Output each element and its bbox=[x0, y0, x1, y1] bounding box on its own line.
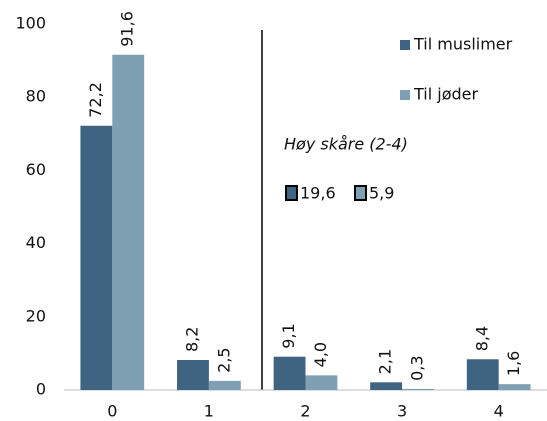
bar bbox=[208, 380, 241, 390]
x-tick-label: 0 bbox=[107, 402, 117, 421]
y-tick-label: 40 bbox=[26, 233, 46, 252]
data-label: 0,3 bbox=[408, 355, 427, 380]
summary-label: 19,6 bbox=[300, 184, 336, 203]
data-label: 91,6 bbox=[118, 11, 137, 47]
legend-label: Til muslimer bbox=[413, 35, 513, 54]
summary-swatch bbox=[354, 185, 367, 201]
data-label: 4,0 bbox=[311, 342, 330, 367]
y-tick-label: 20 bbox=[26, 306, 46, 325]
bar bbox=[498, 384, 531, 390]
x-tick-label: 1 bbox=[204, 402, 214, 421]
legend-label: Til jøder bbox=[413, 85, 478, 104]
bar bbox=[80, 125, 113, 391]
annotation: Høy skåre (2-4) bbox=[284, 135, 408, 154]
x-tick-label: 2 bbox=[300, 402, 310, 421]
bar bbox=[112, 54, 145, 391]
bar bbox=[177, 359, 209, 390]
data-label: 9,1 bbox=[279, 323, 298, 348]
y-tick-label: 100 bbox=[15, 14, 46, 33]
bar bbox=[466, 359, 499, 390]
bar bbox=[273, 356, 306, 390]
bar bbox=[305, 375, 338, 390]
y-tick-label: 80 bbox=[26, 87, 46, 106]
summary-label: 5,9 bbox=[369, 184, 394, 203]
y-tick-label: 60 bbox=[26, 160, 46, 179]
x-tick-label: 4 bbox=[494, 402, 504, 421]
data-label: 72,2 bbox=[86, 82, 105, 118]
data-label: 2,1 bbox=[376, 349, 395, 374]
x-tick-label: 3 bbox=[397, 402, 407, 421]
y-tick-label: 0 bbox=[36, 380, 46, 399]
data-label: 1,6 bbox=[504, 351, 523, 376]
legend-swatch bbox=[400, 90, 410, 100]
bar bbox=[402, 388, 434, 390]
legend-swatch bbox=[400, 40, 410, 50]
data-label: 8,2 bbox=[182, 327, 201, 352]
bar bbox=[370, 382, 403, 390]
data-label: 8,4 bbox=[472, 326, 491, 351]
data-label: 2,5 bbox=[214, 347, 233, 372]
summary-swatch bbox=[285, 185, 298, 201]
